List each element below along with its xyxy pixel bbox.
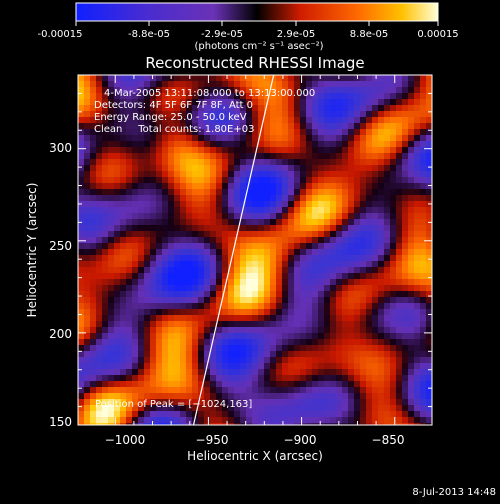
colorbar-gradient [75,2,439,22]
annotation-block: 4-Mar-2005 13:11:08.000 to 13:13:00.000 … [94,88,315,410]
y-tick-label: 200 [49,327,72,341]
plot-area [78,75,432,425]
colorbar-tick-label: 2.9e-05 [277,29,315,40]
colorbar-tick-label: 0.00015 [417,29,458,40]
colorbar-tick-label: -0.00015 [38,29,83,40]
colorbar-tick-label: 8.8e-05 [350,29,388,40]
colorbar-unit-label: (photons cm⁻² s⁻¹ asec⁻²) [194,41,323,52]
y-axis-label: Heliocentric Y (arcsec) [25,183,39,318]
annotation-energy: Energy Range: 25.0 - 50.0 keV [94,112,247,123]
y-tick-label: 250 [49,239,72,253]
x-axis-ticks [114,75,396,425]
annotation-clean: Clean Total counts: 1.80E+03 [94,124,254,135]
colorbar-ticks [75,21,439,26]
annotation-time: 4-Mar-2005 13:11:08.000 to 13:13:00.000 [104,88,315,99]
colorbar: -0.00015 -8.8e-05 -2.9e-05 2.9e-05 8.8e-… [38,2,459,52]
footer-date: 8-Jul-2013 14:48 [412,487,496,498]
peak-position-label: Position of Peak = [−1024,163] [95,399,252,410]
y-tick-label: 300 [49,141,72,155]
x-tick-label: −950 [196,433,229,447]
x-axis-label: Heliocentric X (arcsec) [187,449,323,463]
colorbar-tick-label: -2.9e-05 [201,29,243,40]
solar-limb-curve [192,75,275,425]
y-axis-ticks [78,74,432,426]
heatmap-image [78,75,432,425]
y-tick-label: 150 [49,415,72,429]
colorbar-tick-label: -8.8e-05 [128,29,170,40]
plot-frame [77,74,433,426]
x-tick-label: −1000 [105,433,146,447]
x-tick-label: −850 [372,433,405,447]
annotation-detectors: Detectors: 4F 5F 6F 7F 8F, Att 0 [94,100,253,111]
x-tick-label: −900 [284,433,317,447]
chart-title: Reconstructed RHESSI Image [145,54,364,72]
